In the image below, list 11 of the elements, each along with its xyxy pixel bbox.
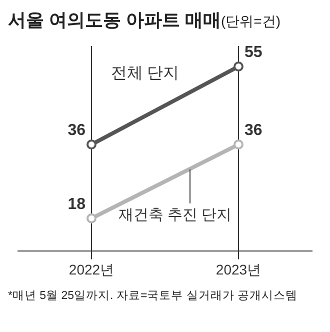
text: *매년 5월 25일까지. 자료=국토부 실거래가 공개시스템 bbox=[8, 289, 299, 303]
series-label: 전체 단지 bbox=[110, 64, 180, 82]
x-tick-label: 2023년 bbox=[216, 261, 262, 278]
chart-title: 서울 여의도동 아파트 매매 bbox=[8, 10, 222, 30]
data-label: 36 bbox=[68, 122, 86, 139]
x-tick-label: 2022년 bbox=[68, 261, 114, 278]
data-label: 36 bbox=[244, 122, 262, 139]
series-label: 재건축 추진 단지 bbox=[118, 206, 232, 224]
data-label: 55 bbox=[244, 44, 262, 61]
chart-subtitle: (단위=건) bbox=[221, 13, 281, 29]
data-label: 18 bbox=[68, 196, 86, 213]
